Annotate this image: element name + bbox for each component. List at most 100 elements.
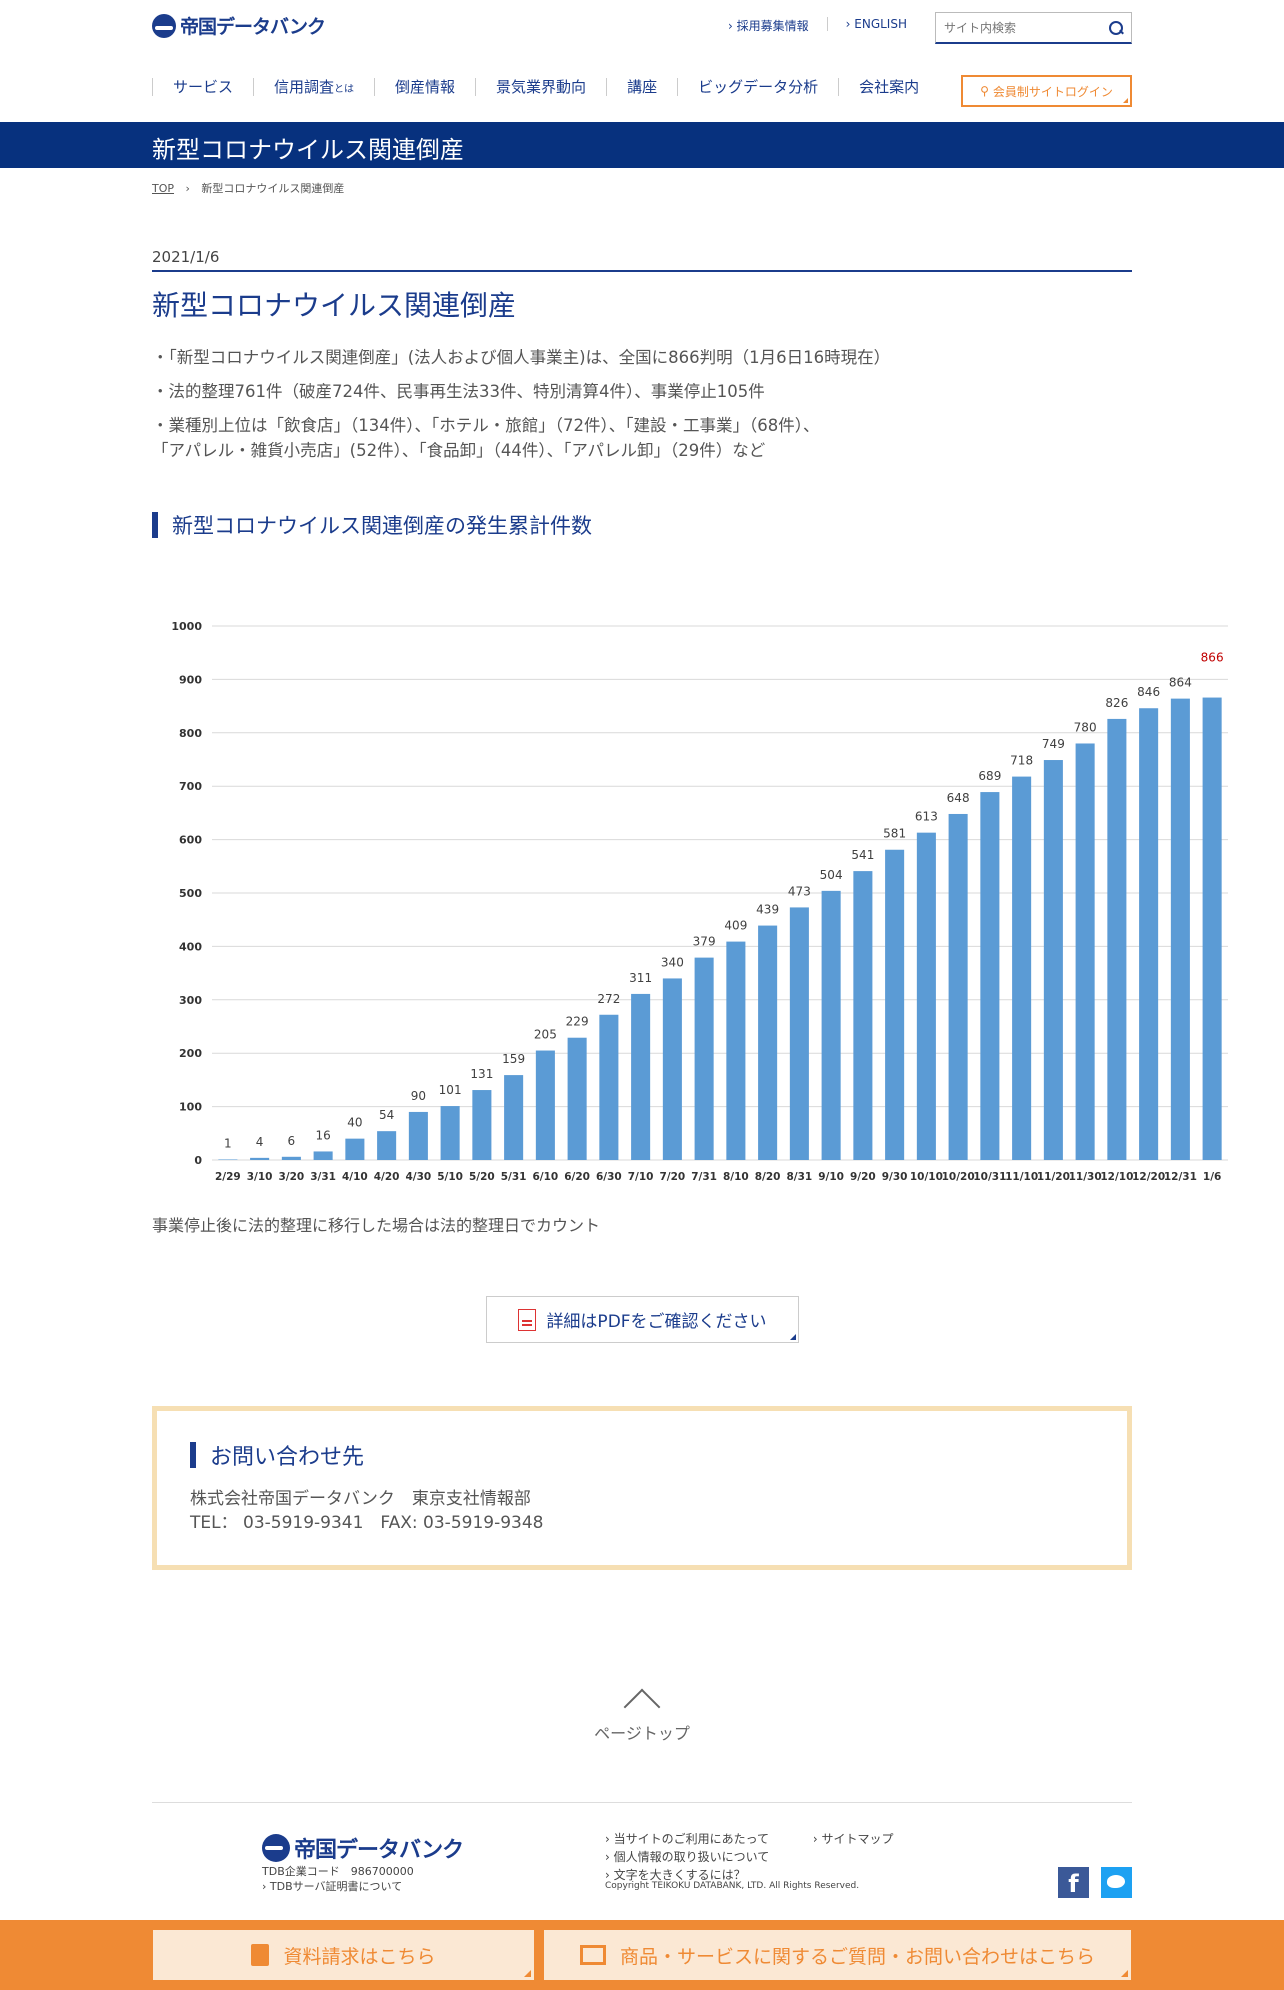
search-icon[interactable] [1109, 20, 1123, 35]
x-tick-label: 11/10 [1005, 1171, 1038, 1183]
x-tick-label: 8/31 [786, 1171, 812, 1183]
data-label: 229 [566, 1015, 589, 1029]
sitemap-link[interactable]: › サイトマップ [812, 1832, 894, 1846]
data-label: 159 [502, 1052, 525, 1066]
text-size-link[interactable]: › 文字を大きくするには？ [605, 1868, 746, 1882]
x-tick-label: 1/6 [1203, 1171, 1221, 1183]
data-label: 40 [347, 1116, 362, 1130]
x-tick-label: 10/31 [973, 1171, 1006, 1183]
contact-company: 株式会社帝国データバンク 東京支社情報部 [190, 1489, 531, 1509]
chart-bar [662, 978, 682, 1160]
privacy-link[interactable]: › 個人情報の取り扱いについて [605, 1850, 770, 1864]
x-tick-label: 2/29 [215, 1171, 241, 1183]
site-logo[interactable]: 帝国データバンク [152, 12, 326, 39]
inquiry-button[interactable]: 商品・サービスに関するご質問・お問い合わせはこちら [544, 1930, 1131, 1980]
x-tick-label: 10/10 [910, 1171, 943, 1183]
data-label: 689 [978, 769, 1001, 783]
x-tick-label: 11/20 [1037, 1171, 1070, 1183]
page-top-button[interactable]: ページトップ [586, 1686, 698, 1744]
server-cert-link[interactable]: › TDBサーバ証明書について [262, 1880, 403, 1893]
data-label: 613 [915, 810, 938, 824]
nav-credit-research[interactable]: 信用調査とは [253, 78, 374, 96]
chart-bar [980, 792, 1000, 1160]
nav-bigdata[interactable]: ビッグデータ分析 [677, 78, 838, 96]
data-label: 581 [883, 827, 906, 841]
x-tick-label: 7/31 [691, 1171, 717, 1183]
chart-bar [408, 1111, 428, 1160]
chart-bar [345, 1138, 365, 1160]
x-tick-label: 9/10 [818, 1171, 844, 1183]
twitter-icon[interactable] [1101, 1867, 1132, 1898]
x-tick-label: 6/10 [532, 1171, 558, 1183]
chart-bar [218, 1159, 238, 1160]
footer-company-code: TDB企業コード 986700000 › TDBサーバ証明書について [262, 1865, 414, 1893]
chart-bar [1139, 708, 1159, 1160]
data-label: 846 [1137, 685, 1160, 699]
request-materials-button[interactable]: 資料請求はこちら [153, 1930, 534, 1980]
divider [152, 1802, 1132, 1803]
data-label: 4 [256, 1135, 264, 1149]
x-tick-label: 5/31 [501, 1171, 527, 1183]
chart-bar [631, 993, 651, 1160]
search-input[interactable] [944, 20, 1094, 35]
contact-heading: お問い合わせ先 [190, 1439, 1094, 1471]
site-search [935, 12, 1132, 44]
nav-company[interactable]: 会社案内 [838, 78, 939, 96]
chart-bar [504, 1075, 524, 1160]
chart-bar [313, 1151, 333, 1160]
chart-bar [472, 1090, 492, 1160]
key-icon: ⚲ [980, 84, 989, 98]
pdf-details-button[interactable]: 詳細はPDFをご確認ください [486, 1296, 799, 1343]
y-tick-label: 400 [179, 940, 202, 953]
footer-logo[interactable]: 帝国データバンク [262, 1832, 464, 1864]
recruit-link[interactable]: › 採用募集情報 [728, 19, 809, 33]
contact-box: お問い合わせ先 株式会社帝国データバンク 東京支社情報部 TEL： 03-591… [152, 1406, 1132, 1570]
x-tick-label: 12/10 [1100, 1171, 1133, 1183]
data-label: 864 [1169, 676, 1192, 690]
bottom-action-bar: 資料請求はこちら 商品・サービスに関するご質問・お問い合わせはこちら [0, 1920, 1284, 1990]
data-label: 473 [788, 884, 811, 898]
bullet-item: ・「新型コロナウイルス関連倒産」(法人および個人事業主)は、全国に866判明（1… [152, 348, 891, 367]
chart-bar [440, 1106, 460, 1160]
terms-link[interactable]: › 当サイトのご利用にあたって [605, 1832, 770, 1846]
y-tick-label: 1000 [171, 620, 202, 633]
breadcrumb-top-link[interactable]: TOP [152, 182, 175, 195]
document-icon [251, 1944, 270, 1966]
chart-bar [726, 941, 746, 1160]
data-label: 866 [1201, 651, 1224, 665]
chart-bar [250, 1157, 270, 1160]
divider [826, 17, 828, 31]
bullet-item: 「アパレル・雑貨小売店」(52件）、「食品卸」（44件）、「アパレル卸」（29件… [152, 441, 766, 460]
data-label: 718 [1010, 754, 1033, 768]
member-login-button[interactable]: ⚲ 会員制サイトログイン [961, 75, 1132, 107]
data-label: 439 [756, 903, 779, 917]
data-label: 16 [315, 1128, 330, 1142]
chart-bar [821, 890, 841, 1160]
data-label: 409 [724, 919, 747, 933]
x-tick-label: 5/20 [469, 1171, 495, 1183]
data-label: 749 [1042, 737, 1065, 751]
nav-services[interactable]: サービス [152, 78, 253, 96]
nav-bankruptcy-info[interactable]: 倒産情報 [374, 78, 475, 96]
x-tick-label: 11/30 [1069, 1171, 1102, 1183]
chevron-right-icon: › [185, 182, 190, 195]
chart-section-heading: 新型コロナウイルス関連倒産の発生累計件数 [152, 510, 592, 540]
y-tick-label: 500 [179, 887, 202, 900]
x-tick-label: 4/20 [374, 1171, 400, 1183]
facebook-icon[interactable]: f [1058, 1867, 1089, 1898]
data-label: 541 [851, 848, 874, 862]
x-tick-label: 12/31 [1164, 1171, 1197, 1183]
x-tick-label: 12/20 [1132, 1171, 1165, 1183]
english-link[interactable]: › ENGLISH [845, 17, 907, 31]
chart-bar [535, 1050, 555, 1160]
data-label: 311 [629, 971, 652, 985]
chart-bar [1170, 698, 1190, 1160]
y-tick-label: 600 [179, 834, 202, 847]
divider [152, 270, 1132, 272]
data-label: 826 [1105, 696, 1128, 710]
data-label: 205 [534, 1028, 557, 1042]
chart-note: 事業停止後に法的整理に移行した場合は法的整理日でカウント [152, 1216, 601, 1235]
nav-economy-trends[interactable]: 景気業界動向 [475, 78, 606, 96]
chart-bar [853, 871, 873, 1160]
nav-seminars[interactable]: 講座 [606, 78, 677, 96]
